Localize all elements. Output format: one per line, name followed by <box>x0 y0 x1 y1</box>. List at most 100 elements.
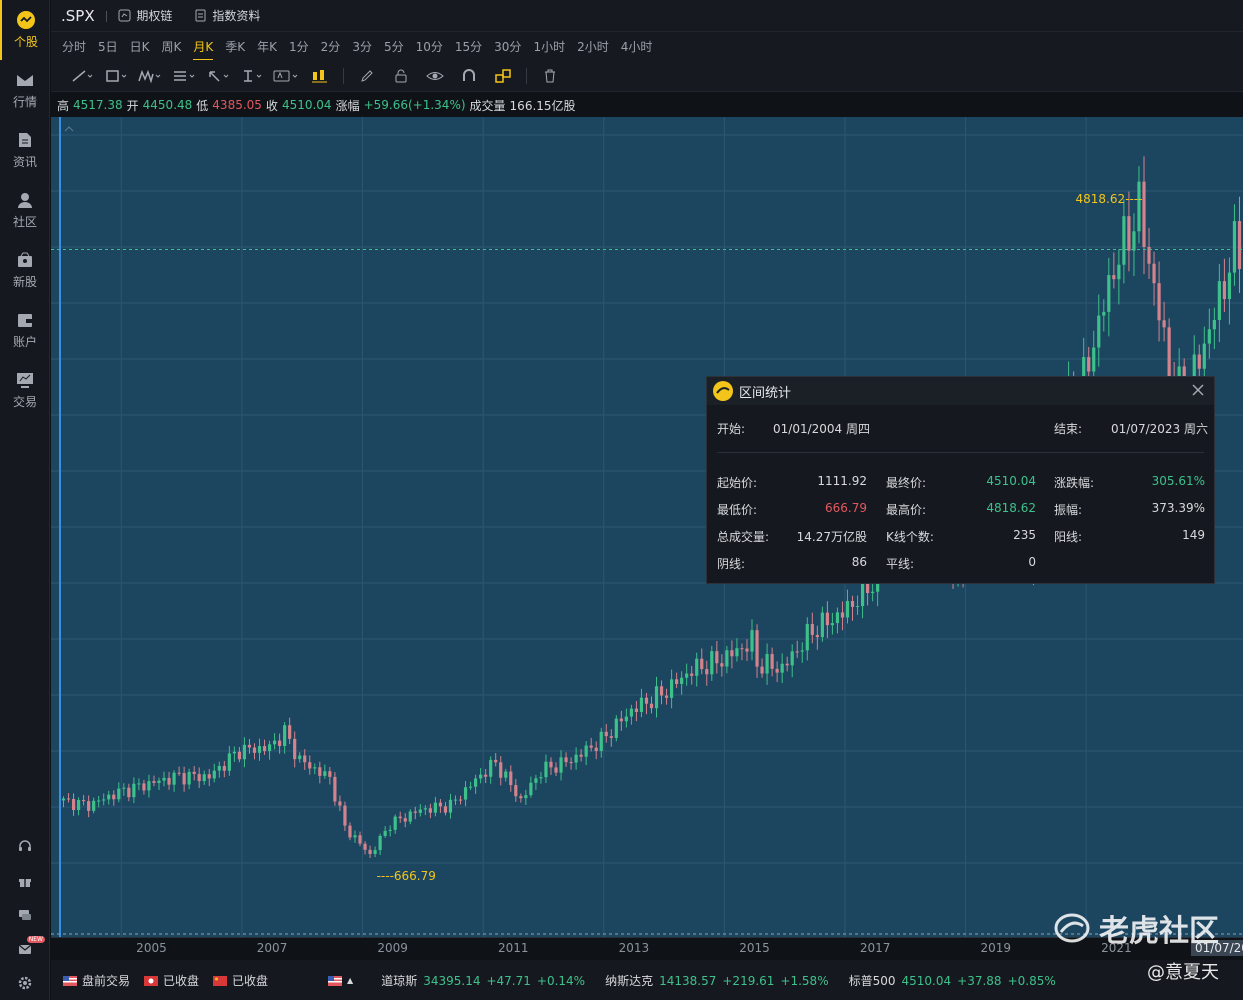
candle-body <box>368 849 372 854</box>
magnet-icon[interactable] <box>452 64 486 88</box>
x-tick-label: 2007 <box>256 941 288 955</box>
candle-body <box>1132 231 1136 251</box>
sidebar-item-2[interactable]: 资讯 <box>0 120 50 180</box>
candle-body <box>1197 354 1201 369</box>
stat-label: 阳线: <box>1054 530 1083 544</box>
stat-value: 86 <box>851 555 867 569</box>
period-tab[interactable]: 月K <box>193 34 213 61</box>
mail-icon[interactable]: NEW <box>0 932 50 966</box>
candle-body <box>162 777 166 781</box>
candle-body <box>463 787 468 800</box>
watermark-user: @意夏天 <box>1147 962 1219 983</box>
x-tick-label: 2011 <box>498 941 529 955</box>
candle-body <box>624 716 628 722</box>
headset-icon[interactable] <box>0 830 50 864</box>
market-status[interactable]: 已收盘 <box>144 972 199 989</box>
stat-label: 涨跌幅: <box>1054 476 1095 490</box>
candle-body <box>669 679 674 698</box>
period-tab[interactable]: 周K <box>161 39 182 54</box>
text-tool-icon[interactable] <box>269 64 303 88</box>
candle-body <box>272 740 277 745</box>
sidebar-item-6[interactable]: 交易 <box>0 360 50 420</box>
x-tick-label: 2019 <box>980 941 1012 955</box>
candle-body <box>569 762 573 764</box>
market-status-label: 已收盘 <box>163 973 200 988</box>
eye-icon[interactable] <box>418 64 452 88</box>
stat-label: 平线: <box>886 557 915 571</box>
chat-icon[interactable] <box>0 898 50 932</box>
period-tab[interactable]: 5分 <box>383 39 404 54</box>
region-selector[interactable]: ▲ <box>328 975 353 986</box>
period-tab[interactable]: 10分 <box>415 39 443 54</box>
wallet-icon <box>15 311 35 329</box>
candle-body <box>1232 221 1237 273</box>
link-drawings-icon[interactable] <box>486 64 520 88</box>
index-info-link[interactable]: 指数资料 <box>194 7 260 24</box>
period-tab[interactable]: 15分 <box>454 39 483 54</box>
cn-flag-icon <box>213 975 228 986</box>
period-tab[interactable]: 4小时 <box>620 39 653 54</box>
index-ticker[interactable]: 标普500 4510.04 +37.88 +0.85% <box>849 972 1062 989</box>
dialog-header: 区间统计 <box>707 377 1214 405</box>
candle-body <box>840 612 845 618</box>
candle-body <box>1167 327 1171 380</box>
sidebar-item-0[interactable]: 个股 <box>0 0 50 60</box>
sidebar-item-4[interactable]: 新股 <box>0 240 50 300</box>
candle-body <box>1177 366 1181 386</box>
candle-body <box>438 802 443 807</box>
candle-body <box>1097 315 1101 348</box>
end-label: 结束: <box>1054 422 1083 436</box>
period-tabs: 分时 5日 日K 周K 月K 季K 年K 1分 2分 3分 5分 10分 15分 30分 1小时 2小时 4小时 <box>51 32 1243 61</box>
candle-style-icon[interactable] <box>303 64 337 88</box>
measure-tool-icon[interactable] <box>235 64 269 88</box>
stat-label: K线个数: <box>886 530 934 544</box>
index-ticker[interactable]: 道琼斯 34395.14 +47.71 +0.14% <box>381 972 591 989</box>
candle-body <box>700 658 704 670</box>
period-tab[interactable]: 2小时 <box>577 39 609 54</box>
sidebar-item-5[interactable]: 账户 <box>0 300 50 360</box>
candle-body <box>428 808 432 813</box>
sidebar-item-1[interactable]: 行情 <box>0 60 50 120</box>
start-label: 开始: <box>717 422 746 436</box>
lock-icon[interactable] <box>384 64 418 88</box>
period-tab[interactable]: 分时 <box>62 39 87 54</box>
candle-body <box>865 577 870 593</box>
candle-body <box>1237 221 1242 270</box>
line-tool-icon[interactable] <box>65 64 99 88</box>
arrow-tool-icon[interactable] <box>201 64 235 88</box>
candle-body <box>850 600 855 607</box>
pencil-icon[interactable] <box>350 64 384 88</box>
period-tab[interactable]: 日K <box>129 39 150 54</box>
gift-icon[interactable] <box>0 864 50 898</box>
candle-body <box>1117 264 1121 280</box>
stat-label: 最高价: <box>886 503 927 517</box>
period-tab[interactable]: 30分 <box>494 39 522 54</box>
sidebar-item-3[interactable]: 社区 <box>0 180 50 240</box>
market-status[interactable]: 盘前交易 <box>63 972 130 989</box>
period-tab[interactable]: 5日 <box>98 39 118 54</box>
stat-label: 阴线: <box>717 557 746 571</box>
period-tab[interactable]: 3分 <box>352 39 372 54</box>
rectangle-tool-icon[interactable] <box>99 64 133 88</box>
close-icon[interactable] <box>1190 382 1206 398</box>
wave-tool-icon[interactable] <box>133 64 167 88</box>
candle-body <box>790 651 794 666</box>
period-tab[interactable]: 季K <box>225 39 246 54</box>
volume-value: 166.15亿股 <box>509 98 576 113</box>
index-ticker[interactable]: 纳斯达克 14138.57 +219.61 +1.58% <box>605 972 835 989</box>
stat-value: 14.27万亿股 <box>796 530 867 544</box>
settings-icon[interactable] <box>0 966 50 1000</box>
candle-body <box>584 745 588 757</box>
period-tab[interactable]: 1小时 <box>533 39 566 54</box>
period-tab[interactable]: 2分 <box>320 39 341 54</box>
option-chain-link[interactable]: 期权链 <box>118 7 172 24</box>
candle-body <box>328 771 332 777</box>
candle-body <box>303 755 307 763</box>
period-tab[interactable]: 年K <box>257 39 278 54</box>
x-tick-label: 2017 <box>859 941 891 955</box>
candle-body <box>318 767 322 776</box>
trash-icon[interactable] <box>533 64 567 88</box>
period-tab[interactable]: 1分 <box>289 39 309 54</box>
market-status[interactable]: 已收盘 <box>213 972 268 989</box>
fibonacci-tool-icon[interactable] <box>167 64 201 88</box>
